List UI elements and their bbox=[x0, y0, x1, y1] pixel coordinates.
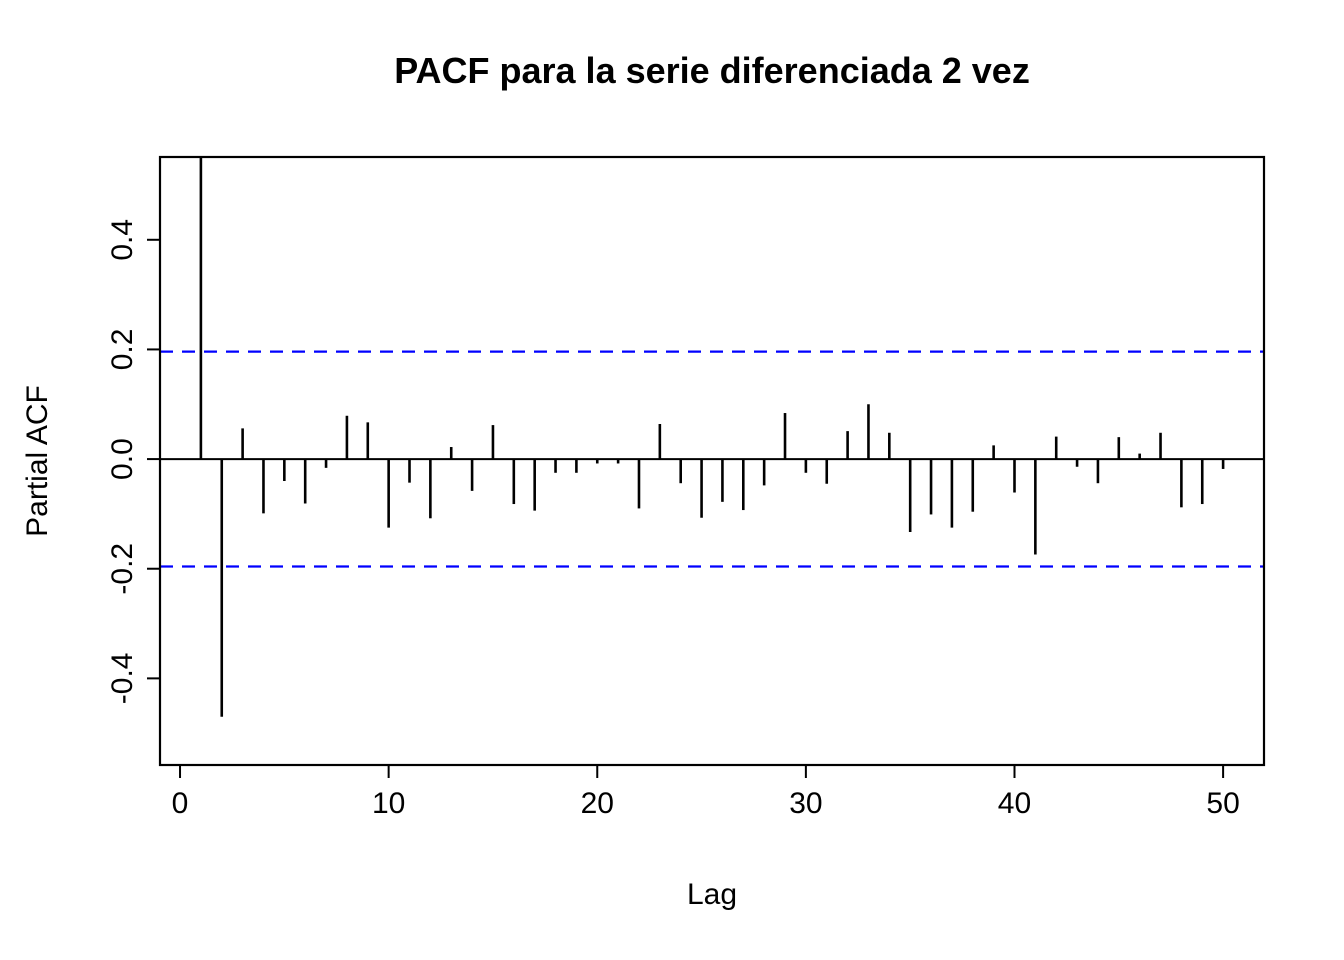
x-axis-label: Lag bbox=[686, 878, 738, 911]
x-tick-label: 50 bbox=[1206, 787, 1239, 820]
y-axis-label: Partial ACF bbox=[21, 385, 54, 537]
x-tick-label: 30 bbox=[789, 787, 822, 820]
y-tick-label: -0.4 bbox=[106, 653, 139, 705]
x-tick-label: 20 bbox=[581, 787, 614, 820]
y-tick-label: -0.2 bbox=[106, 543, 139, 595]
plot-box bbox=[158, 155, 1266, 767]
y-tick-label: 0.2 bbox=[106, 329, 139, 371]
x-tick-label: 10 bbox=[372, 787, 405, 820]
y-tick-label: 0.4 bbox=[106, 219, 139, 261]
chart-title: PACF para la serie diferenciada 2 vez bbox=[394, 50, 1030, 91]
x-tick-label: 40 bbox=[998, 787, 1031, 820]
x-tick-label: 0 bbox=[172, 787, 189, 820]
y-tick-label: 0.0 bbox=[106, 438, 139, 480]
